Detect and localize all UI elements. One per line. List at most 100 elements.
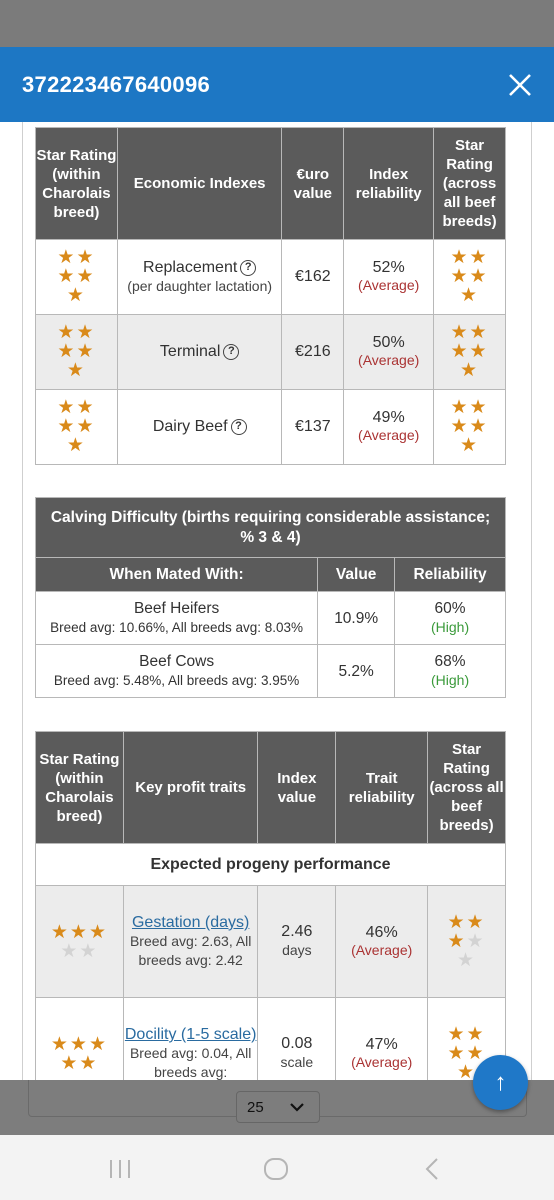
column-header: Index reliability	[343, 127, 435, 240]
index-name: Dairy Beef	[152, 418, 228, 435]
reliability-value: 50%	[372, 334, 405, 351]
breed-avg: Breed avg: 2.63, All breeds avg: 2.42	[129, 933, 252, 968]
economic-indexes-table: Star Rating (within Charolais breed) Eco…	[35, 127, 506, 465]
column-header: Star Rating (across all beef breeds)	[427, 731, 506, 844]
column-header: Key profit traits	[122, 731, 259, 844]
section-row: Expected progeny performance	[35, 843, 506, 886]
mated-with-cell: Beef Heifers Breed avg: 10.66%, All breed…	[34, 591, 319, 645]
index-value-cell: 0.08 scale	[257, 997, 337, 1080]
column-header: Index value	[257, 731, 337, 844]
reliability-label: (Average)	[358, 277, 420, 293]
index-value: 2.46	[281, 923, 313, 940]
index-note: (per daughter lactation)	[127, 277, 273, 294]
star-icons: ★★★★★	[57, 397, 96, 456]
reliability-value: 52%	[372, 259, 405, 276]
star-rating-across: ★★ ★★ ★	[427, 885, 506, 998]
reliability-cell: 46% (Average)	[335, 885, 429, 998]
calving-caption: Calving Difficulty (births requiring con…	[35, 497, 506, 558]
table-row: Beef Cows Breed avg: 5.48%, All breeds av…	[34, 644, 506, 698]
content-panel: Star Rating (within Charolais breed) Eco…	[22, 122, 532, 1080]
star-rating-within: ★★★★★	[35, 997, 124, 1080]
column-header: €uro value	[281, 127, 345, 240]
trait-link[interactable]: Gestation (days)	[131, 914, 250, 931]
table-caption-row: Calving Difficulty (births requiring con…	[35, 497, 506, 558]
column-header: Star Rating (across all beef breeds)	[433, 127, 506, 240]
mated-with-name: Beef Heifers	[133, 600, 220, 617]
euro-value: €216	[281, 314, 345, 390]
star-rating-across: ★★ ★★ ★	[433, 314, 506, 390]
mated-with-name: Beef Cows	[139, 653, 215, 670]
animal-id-title: 372223467640096	[22, 71, 211, 97]
android-nav-bar	[0, 1135, 554, 1200]
column-header: Trait reliability	[335, 731, 429, 844]
star-icons: ★★★★★	[57, 322, 96, 381]
table-header-row: Star Rating (within Charolais breed) Key…	[35, 731, 506, 844]
index-name: Replacement	[143, 258, 238, 276]
help-icon[interactable]: ?	[240, 259, 257, 276]
section-title: Expected progeny performance	[35, 843, 506, 886]
table-header-row: When Mated With: Value Reliability	[34, 557, 506, 592]
column-header: Star Rating (within Charolais breed)	[35, 127, 118, 240]
star-rating-across: ★★ ★★ ★	[433, 239, 506, 315]
breed-avg: Breed avg: 10.66%, All breeds avg: 8.03%	[50, 620, 304, 635]
reliability-cell: 50% (Average)	[343, 314, 435, 390]
reliability-cell: 52% (Average)	[343, 239, 435, 315]
star-rating-within: ★★★★★	[35, 314, 118, 390]
reliability-value: 46%	[365, 924, 398, 941]
reliability-label: (High)	[430, 619, 470, 635]
page-size-value: 25	[247, 1098, 264, 1116]
star-rating-across: ★★ ★★ ★	[433, 389, 506, 465]
star-icons: ★★★★★	[50, 921, 108, 962]
index-cell: Replacement? (per daughter lactation)	[116, 239, 283, 315]
modal-header: 372223467640096	[0, 47, 554, 122]
reliability-label: (Average)	[358, 427, 420, 443]
reliability-label: (Average)	[351, 1054, 413, 1070]
arrow-up-icon: ↑	[494, 1069, 507, 1096]
page-size-select[interactable]: 25	[236, 1091, 320, 1123]
column-header: Value	[317, 557, 396, 592]
scroll-to-top-button[interactable]: ↑	[473, 1055, 528, 1110]
reliability-label: (High)	[430, 672, 470, 688]
modal-content[interactable]: Star Rating (within Charolais breed) Eco…	[0, 122, 554, 1080]
reliability-value: 49%	[372, 409, 405, 426]
column-header: Economic Indexes	[116, 127, 283, 240]
table-row: ★★★ ★★ Docility (1-5 scale) Breed avg: 0.0…	[35, 997, 506, 1080]
help-icon[interactable]: ?	[230, 419, 247, 435]
reliability-cell: 68% (High)	[394, 644, 506, 698]
trait-cell: Gestation (days) Breed avg: 2.63, All bre…	[122, 885, 259, 998]
recent-apps-icon[interactable]	[108, 1158, 134, 1180]
breed-avg: Breed avg: 0.04, All breeds avg:	[129, 1045, 252, 1080]
index-unit: days	[282, 942, 312, 958]
reliability-value: 60%	[434, 600, 466, 617]
column-header: Reliability	[394, 557, 506, 592]
reliability-label: (Average)	[351, 942, 413, 958]
home-icon[interactable]	[263, 1156, 289, 1182]
reliability-cell: 60% (High)	[394, 591, 506, 645]
index-unit: scale	[280, 1054, 314, 1070]
breed-avg: Breed avg: 5.48%, All breeds avg: 3.95%	[53, 673, 300, 688]
star-icons: ★★★★★	[450, 247, 489, 306]
star-rating-within: ★★★★★	[35, 885, 124, 998]
star-icons: ★★★★★	[57, 247, 96, 306]
back-icon[interactable]	[422, 1157, 442, 1181]
calving-value: 10.9%	[317, 591, 396, 645]
mated-with-cell: Beef Cows Breed avg: 5.48%, All breeds av…	[34, 644, 319, 698]
star-icons: ★★★★★	[447, 1024, 486, 1080]
index-value-cell: 2.46 days	[257, 885, 337, 998]
trait-link[interactable]: Docility (1-5 scale)	[124, 1026, 257, 1043]
help-icon[interactable]: ?	[223, 344, 240, 360]
index-cell: Terminal?	[116, 314, 283, 390]
index-value: 0.08	[281, 1035, 313, 1052]
dimmed-background	[0, 0, 554, 47]
table-row: ★★ ★★ ★ Dairy Beef? €137 49% (Average) ★★ ★★…	[35, 389, 506, 465]
reliability-cell: 49% (Average)	[343, 389, 435, 465]
column-header: Star Rating (within Charolais breed)	[35, 731, 124, 844]
key-profit-traits-table: Star Rating (within Charolais breed) Key…	[35, 731, 506, 1080]
close-icon[interactable]	[506, 71, 534, 99]
star-icons: ★★★★★	[447, 912, 486, 971]
calving-difficulty-table: Calving Difficulty (births requiring con…	[34, 497, 506, 698]
table-header-row: Star Rating (within Charolais breed) Eco…	[35, 127, 506, 240]
reliability-label: (Average)	[358, 352, 420, 368]
star-rating-within: ★★★★★	[35, 239, 118, 315]
star-icons: ★★★★★	[450, 322, 489, 381]
